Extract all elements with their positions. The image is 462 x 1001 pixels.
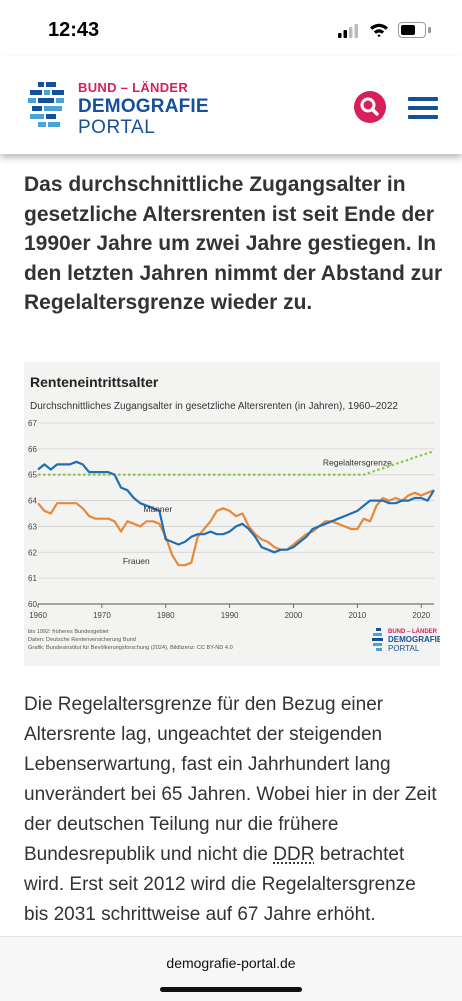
search-button[interactable] <box>354 91 386 123</box>
chart: Renteneintrittsalter Durchschnittliches Z… <box>24 362 440 666</box>
x-tick-label: 1980 <box>157 611 175 620</box>
article-body: Die Regelaltersgrenze für den Bezug eine… <box>24 690 444 930</box>
chart-logo-text-portal: PORTAL <box>388 644 420 653</box>
logo-text-portal: PORTAL <box>78 117 155 139</box>
battery-tip <box>428 27 431 33</box>
hamburger-menu-icon-bar <box>408 106 438 110</box>
chart-note-source: Daten: Deutsche Rentenversicherung Bund <box>28 637 136 643</box>
x-tick-label: 2010 <box>348 611 366 620</box>
hamburger-menu-icon <box>408 97 438 101</box>
chart-logo-mark-bar <box>372 638 383 641</box>
status-time: 12:43 <box>48 19 99 42</box>
chart-title: Renteneintrittsalter <box>30 374 159 390</box>
chart-logo-text-demografie: DEMOGRAFIE <box>388 635 440 644</box>
y-tick-label: 66 <box>28 445 37 454</box>
chart-note-region: bis 1992: früheres Bundesgebiet <box>28 629 109 635</box>
hamburger-menu-icon-bar <box>408 115 438 119</box>
y-tick-label: 67 <box>28 419 37 428</box>
y-tick-label: 63 <box>28 522 37 531</box>
chart-logo-mark-bar <box>373 633 382 636</box>
demografie-portal-logo-icon[interactable] <box>28 80 72 134</box>
x-tick-label: 1960 <box>29 611 47 620</box>
y-tick-label: 60 <box>28 600 37 609</box>
chart-logo-text-bund-laender: BUND – LÄNDER <box>388 628 438 635</box>
chart-logo-mark-bar <box>376 648 382 651</box>
series-label-regelaltersgrenze: Regelaltersgrenze <box>323 458 392 468</box>
chart-logo-mark-bar <box>376 628 381 631</box>
cellular-signal-icon <box>338 24 358 38</box>
article-body-text-part1: Die Regelaltersgrenze für den Bezug eine… <box>24 694 437 865</box>
x-tick-label: 1970 <box>93 611 111 620</box>
url-text: demografie-portal.de <box>0 955 462 971</box>
x-tick-label: 2020 <box>412 611 430 620</box>
article-lead: Das durchschnittliche Zugangsalter in ge… <box>24 170 444 318</box>
battery-icon <box>398 22 426 38</box>
search-icon <box>354 91 386 123</box>
browser-url-bar[interactable]: demografie-portal.de <box>0 936 462 1001</box>
menu-button[interactable] <box>408 97 438 119</box>
site-header: BUND – LÄNDER DEMOGRAFIE PORTAL <box>0 56 462 154</box>
y-tick-label: 65 <box>28 471 37 480</box>
series-label-frauen: Frauen <box>123 556 150 566</box>
logo-text-demografie: DEMOGRAFIE <box>78 96 209 118</box>
y-tick-label: 64 <box>28 497 37 506</box>
wifi-icon <box>369 22 389 38</box>
chart-note-credit: Grafik: Bundesinstitut für Bevölkerungsf… <box>28 645 233 651</box>
y-tick-label: 61 <box>28 574 37 583</box>
x-tick-label: 2000 <box>285 611 303 620</box>
status-bar: 12:43 <box>0 0 462 56</box>
series-label-maenner: Männer <box>143 504 172 514</box>
ddr-abbreviation[interactable]: DDR <box>273 844 314 865</box>
series-line-maenner <box>38 462 434 553</box>
logo-text-bund-laender: BUND – LÄNDER <box>78 80 188 95</box>
chart-subtitle: Durchschnittliches Zugangsalter in geset… <box>30 401 398 412</box>
chart-container: Renteneintrittsalter Durchschnittliches Z… <box>24 362 440 666</box>
chart-logo-mark-bar <box>373 643 382 646</box>
home-indicator[interactable] <box>160 987 302 992</box>
x-tick-label: 1990 <box>221 611 239 620</box>
y-tick-label: 62 <box>28 548 37 557</box>
